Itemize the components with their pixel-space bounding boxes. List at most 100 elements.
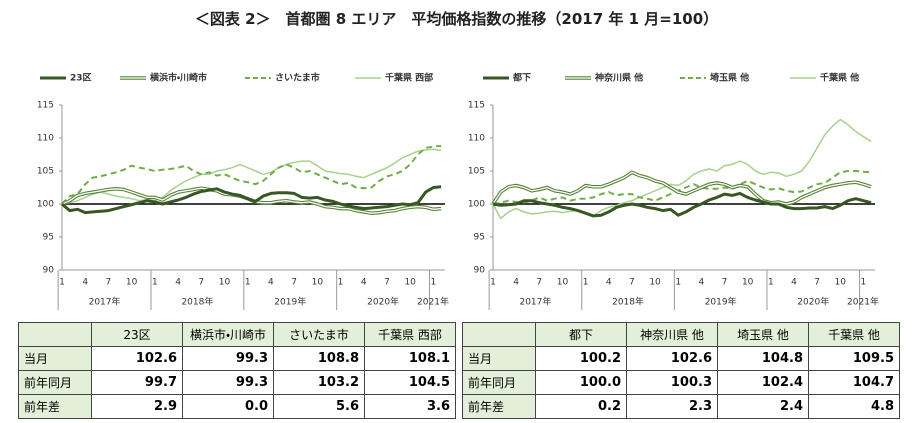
table-cell: 100.3: [626, 370, 718, 395]
table-cell: さいたま市: [273, 322, 365, 347]
table-cell: 2.3: [626, 394, 718, 419]
x-tick-label: 10: [312, 278, 324, 288]
table-cell: 3.6: [364, 394, 456, 419]
table-cell: 99.3: [182, 346, 274, 371]
series-line: [61, 148, 442, 205]
x-group-label: 2020年: [797, 296, 829, 308]
table-cell: 100.0: [535, 370, 627, 395]
x-tick-label: 10: [557, 278, 569, 288]
x-group-label: 2019年: [274, 296, 306, 308]
table-cell: 23区: [91, 322, 183, 347]
y-tick-label: 110: [37, 134, 54, 144]
x-tick-label: 7: [814, 278, 820, 288]
x-tick-label: 7: [629, 278, 635, 288]
y-tick-label: 95: [43, 233, 54, 243]
y-tick-label: 95: [474, 233, 485, 243]
x-tick-label: 7: [384, 278, 390, 288]
legend-label: 神奈川県 他: [594, 72, 643, 84]
x-tick-label: 1: [152, 278, 158, 288]
x-group-label: 2021年: [417, 296, 449, 308]
table-row: 当月 102.6 99.3 108.8 108.1: [18, 346, 456, 371]
legend-label: 埼玉県 他: [710, 72, 749, 84]
table-cell: 102.6: [91, 346, 183, 371]
legend-label: 千葉県 他: [820, 72, 859, 84]
x-group-label: 2019年: [705, 296, 737, 308]
x-tick-label: 10: [742, 278, 754, 288]
x-tick-label: 1: [338, 278, 344, 288]
series-line: [61, 144, 442, 205]
table-cell: 103.2: [273, 370, 365, 395]
table-row: 前年同月 100.0 100.3 102.4 104.7: [462, 370, 900, 395]
table-cell: 都下: [535, 322, 627, 347]
legend-label: さいたま市: [275, 72, 320, 84]
y-tick-label: 115: [468, 101, 485, 111]
y-tick-label: 90: [474, 266, 486, 276]
table-cell: 0.2: [535, 394, 627, 419]
x-tick-label: 10: [835, 278, 847, 288]
table-cell: 102.6: [626, 346, 718, 371]
table-cell: 千葉県 他: [808, 322, 900, 347]
table-cell: 5.6: [273, 394, 365, 419]
x-tick-label: 7: [722, 278, 728, 288]
x-tick-label: 4: [513, 278, 519, 288]
x-tick-label: 1: [490, 278, 496, 288]
x-tick-label: 7: [106, 278, 112, 288]
x-tick-label: 4: [268, 278, 274, 288]
table-cell: 神奈川県 他: [626, 322, 718, 347]
table-cell: 108.1: [364, 346, 456, 371]
x-group-label: 2017年: [519, 296, 551, 308]
x-tick-label: 1: [675, 278, 681, 288]
table-cell: 4.8: [808, 394, 900, 419]
page-title: ＜図表 2＞ 首都圏 8 エリア 平均価格指数の推移（2017 年 1 月=10…: [194, 10, 719, 28]
series-line: [492, 118, 872, 220]
x-tick-label: 4: [791, 278, 797, 288]
legend-label: 千葉県 西部: [385, 72, 433, 84]
table-cell: 108.8: [273, 346, 365, 371]
y-tick-label: 100: [37, 200, 54, 210]
series-line: [61, 185, 442, 215]
x-group-label: 2018年: [181, 296, 213, 308]
x-group-label: 2017年: [89, 296, 121, 308]
header-row: 都下 神奈川県 他埼玉県 他千葉県 他: [462, 322, 900, 347]
table-cell: 102.4: [717, 370, 809, 395]
table-cell: 埼玉県 他: [717, 322, 809, 347]
legend-label: 23区: [70, 73, 92, 84]
series-line-inner: [492, 171, 872, 205]
table-cell: 前年差: [18, 394, 92, 419]
x-tick-label: 10: [404, 278, 416, 288]
table-cell: 99.7: [91, 370, 183, 395]
table: 都下 神奈川県 他埼玉県 他千葉県 他当月 100.2 102.6 104.8 109.5…: [462, 322, 900, 419]
x-tick-label: 10: [649, 278, 661, 288]
y-tick-label: 110: [468, 134, 485, 144]
y-tick-label: 100: [468, 200, 485, 210]
x-group-label: 2021年: [847, 296, 879, 308]
table-cell: 千葉県 西部: [364, 322, 456, 347]
x-tick-label: 4: [175, 278, 181, 288]
table-cell: 104.5: [364, 370, 456, 395]
x-tick-label: 1: [431, 278, 437, 288]
table: 23区 横浜市・川崎市 さいたま市 千葉県 西部 当月 102.6 99.3 108.8 108…: [18, 322, 456, 419]
table-cell: 0.0: [182, 394, 274, 419]
table-cell: 当月: [18, 346, 92, 371]
x-tick-label: 1: [245, 278, 251, 288]
x-group-label: 2018年: [612, 296, 644, 308]
table-row: 前年差 0.2 2.3 2.4 4.8: [462, 394, 900, 419]
table-cell: [462, 322, 536, 347]
x-tick-label: 4: [606, 278, 612, 288]
x-tick-label: 7: [536, 278, 542, 288]
table-cell: 前年差: [462, 394, 536, 419]
table-row: 前年同月 99.7 99.3 103.2 104.5: [18, 370, 456, 395]
table-cell: [18, 322, 92, 347]
table-cell: 横浜市・川崎市: [182, 322, 274, 347]
legend-label: 横浜市・川崎市: [150, 72, 207, 84]
x-tick-label: 10: [126, 278, 138, 288]
table-row: 前年差 2.9 0.0 5.6 3.6: [18, 394, 456, 419]
legend-label: 都下: [512, 72, 531, 84]
series-line: [492, 191, 872, 218]
x-tick-label: 1: [861, 278, 867, 288]
x-tick-label: 4: [698, 278, 704, 288]
x-tick-label: 7: [291, 278, 297, 288]
x-tick-label: 1: [583, 278, 589, 288]
